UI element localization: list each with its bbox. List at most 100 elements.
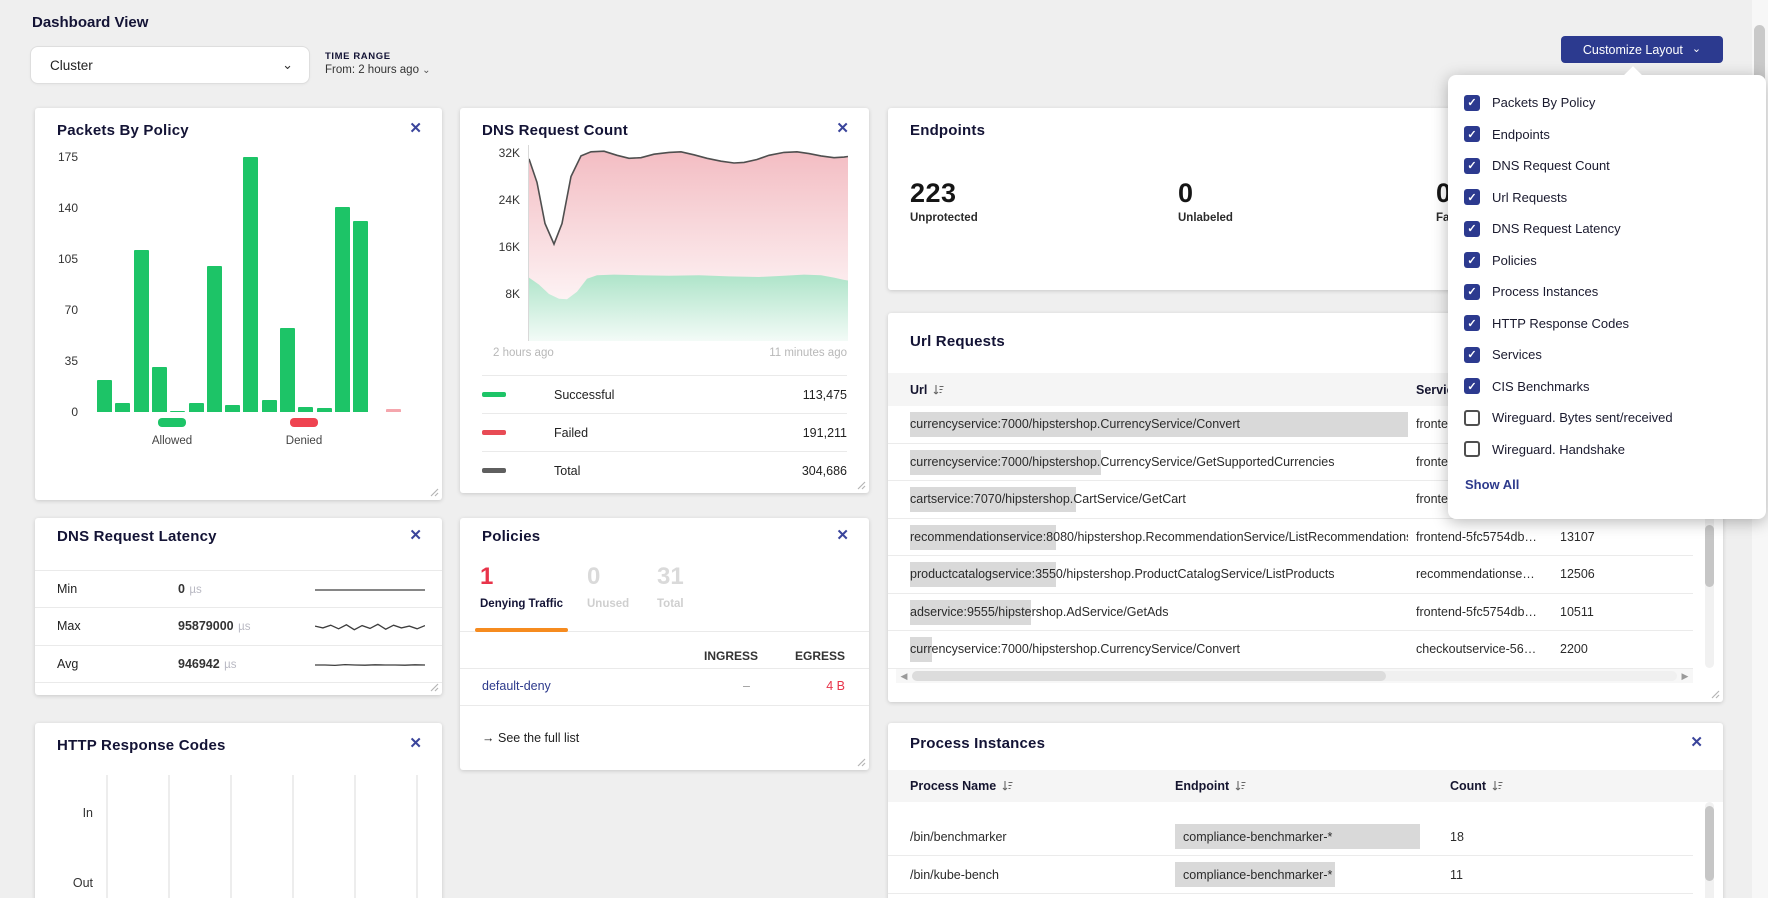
menu-item[interactable]: ✓ Policies [1448, 245, 1766, 277]
service-cell: frontend-5fc5754db… [1416, 604, 1537, 619]
highlight [910, 449, 1101, 475]
tab-denying-traffic[interactable]: 1 Denying Traffic [480, 563, 564, 610]
bar-allowed [133, 250, 149, 412]
column-header-count[interactable]: Count [1450, 779, 1503, 793]
checkbox[interactable]: ✓ [1464, 283, 1480, 300]
time-range: TIME RANGE From: 2 hours ago ⌄ [325, 51, 431, 76]
stat-value: 223 [910, 178, 957, 208]
count-cell: 12506 [1560, 567, 1595, 582]
table-row: adservice:9555/hipstershop.AdService/Get… [888, 594, 1693, 631]
legend-swatch-allowed [158, 418, 186, 427]
menu-item[interactable]: ✓ DNS Request Count [1448, 150, 1766, 182]
checkbox[interactable]: ✓ [1464, 252, 1480, 269]
table-vertical-scrollbar[interactable] [1705, 406, 1714, 668]
x-label-end: 11 minutes ago [769, 347, 847, 359]
show-all-link[interactable]: Show All [1465, 477, 1520, 492]
menu-item[interactable]: Wireguard. Bytes sent/received [1448, 402, 1766, 434]
active-tab-indicator [475, 628, 568, 632]
count-cell: 2200 [1560, 642, 1588, 657]
y-tick-label: 105 [57, 251, 78, 266]
y-axis: 175 140 105 70 35 0 [35, 131, 78, 437]
checkbox[interactable]: ✓ [1464, 346, 1480, 363]
highlight [910, 599, 1031, 625]
checkbox[interactable]: ✓ [1464, 315, 1480, 332]
menu-item[interactable]: Wireguard. Handshake [1448, 434, 1766, 466]
resize-handle[interactable] [857, 758, 866, 767]
legend-swatch [482, 468, 506, 473]
endpoint-cell: compliance-benchmarker-* [1175, 894, 1435, 898]
url-cell: currencyservice:7000/hipstershop.Currenc… [910, 631, 1408, 668]
time-range-label: TIME RANGE [325, 51, 391, 62]
checkbox[interactable]: ✓ [1464, 157, 1480, 174]
policy-link[interactable]: default-deny [482, 679, 551, 693]
legend-label: Failed [554, 425, 589, 440]
checkbox[interactable]: ✓ [1464, 94, 1480, 111]
close-icon[interactable]: ✕ [409, 527, 422, 544]
resize-handle[interactable] [857, 481, 866, 490]
latency-rows: Min 0 µs Max 95879000 µs Avg 946942 µs [35, 570, 442, 683]
resize-handle[interactable] [1711, 690, 1720, 699]
latency-value: 946942 µs [178, 656, 237, 671]
resize-handle[interactable] [430, 488, 439, 497]
time-range-value[interactable]: From: 2 hours ago ⌄ [325, 64, 431, 76]
view-selector[interactable]: Cluster ⌄ [30, 46, 310, 84]
highlight [910, 412, 1408, 437]
checkbox[interactable]: ✓ [1464, 378, 1480, 395]
tab-total[interactable]: 31 Total [657, 563, 684, 610]
scroll-right-icon[interactable]: ▶ [1681, 670, 1689, 681]
endpoint-cell: compliance-benchmarker-* [1175, 818, 1435, 855]
checkbox[interactable]: ✓ [1464, 126, 1480, 143]
menu-item[interactable]: ✓ HTTP Response Codes [1448, 308, 1766, 340]
highlight [910, 487, 1076, 512]
y-tick-label: 24K [498, 192, 520, 207]
scrollbar-thumb[interactable] [1705, 806, 1714, 881]
menu-item[interactable]: ✓ Packets By Policy [1448, 87, 1766, 119]
scroll-left-icon[interactable]: ◀ [900, 670, 908, 681]
bar-allowed [115, 403, 131, 412]
close-icon[interactable]: ✕ [836, 120, 849, 137]
url-cell: cartservice:7070/hipstershop.CartService… [910, 481, 1408, 518]
chevron-down-icon: ⌄ [1691, 43, 1702, 55]
close-icon[interactable]: ✕ [409, 120, 422, 137]
column-header-ingress[interactable]: INGRESS [703, 649, 758, 663]
resize-handle[interactable] [430, 683, 439, 692]
latency-row: Avg 946942 µs [35, 646, 442, 683]
close-icon[interactable]: ✕ [1690, 734, 1703, 751]
menu-item[interactable]: ✓ Endpoints [1448, 119, 1766, 151]
checkbox[interactable]: ✓ [1464, 189, 1480, 206]
menu-item[interactable]: ✓ Services [1448, 339, 1766, 371]
column-header-egress[interactable]: EGRESS [794, 649, 845, 663]
count-cell: 13107 [1560, 529, 1595, 544]
url-cell: recommendationservice:8080/hipstershop.R… [910, 519, 1408, 556]
process-name-cell: benchmarker [910, 894, 983, 898]
customize-layout-button[interactable]: Customize Layout ⌄ [1561, 36, 1723, 63]
menu-item[interactable]: ✓ Process Instances [1448, 276, 1766, 308]
legend-row: Total 304,686 [482, 451, 847, 489]
sparkline [315, 623, 425, 631]
legend-row: Failed 191,211 [482, 413, 847, 451]
column-header-url[interactable]: Url [910, 383, 944, 397]
process-name-cell: /bin/benchmarker [910, 829, 1007, 844]
table-horizontal-scrollbar[interactable]: ◀ ▶ [896, 669, 1693, 683]
checkbox[interactable] [1464, 441, 1480, 458]
checkbox[interactable]: ✓ [1464, 220, 1480, 237]
stat-unlabeled: 0 Unlabeled [1178, 178, 1233, 224]
menu-item[interactable]: ✓ CIS Benchmarks [1448, 371, 1766, 403]
card-title: HTTP Response Codes [57, 737, 226, 754]
tab-unused[interactable]: 0 Unused [587, 563, 630, 610]
checkbox[interactable] [1464, 409, 1480, 426]
scrollbar-thumb[interactable] [1705, 525, 1714, 587]
column-header-endpoint[interactable]: Endpoint [1175, 779, 1246, 793]
see-full-list-link[interactable]: → See the full list [482, 731, 580, 745]
card-title: DNS Request Count [482, 122, 628, 139]
column-header-process-name[interactable]: Process Name [910, 779, 1013, 793]
scrollbar-thumb[interactable] [912, 671, 1387, 681]
menu-item[interactable]: ✓ DNS Request Latency [1448, 213, 1766, 245]
close-icon[interactable]: ✕ [409, 735, 422, 752]
bar-allowed [225, 404, 241, 412]
service-cell: frontend-5fc5754db… [1416, 529, 1537, 544]
menu-item[interactable]: ✓ Url Requests [1448, 182, 1766, 214]
close-icon[interactable]: ✕ [836, 527, 849, 544]
bar-allowed [243, 157, 259, 412]
table-vertical-scrollbar[interactable] [1705, 802, 1714, 898]
